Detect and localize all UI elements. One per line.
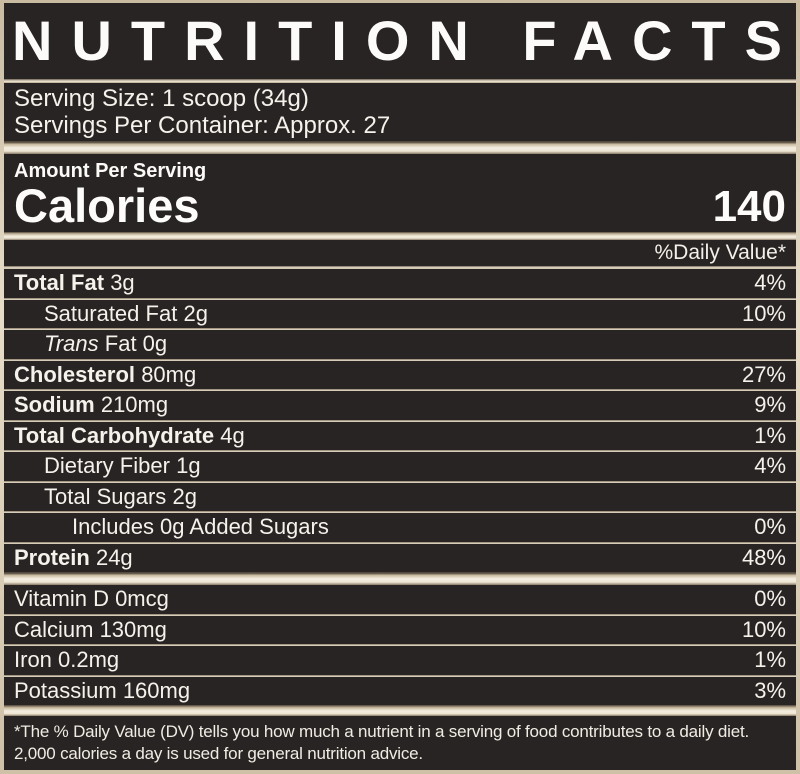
row-separator <box>4 613 796 616</box>
row-separator <box>4 644 796 646</box>
nutrients-table: Total Fat 3g 4% Saturated Fat 2g 10% Tra… <box>4 269 796 572</box>
divider <box>4 572 796 585</box>
row-separator <box>4 328 796 330</box>
nutrient-row-added-sugars: Includes 0g Added Sugars 0% <box>4 513 796 542</box>
nutrient-daily-value: 4% <box>754 453 786 479</box>
nutrient-amount: 3g <box>110 270 135 296</box>
nutrient-daily-value: 27% <box>741 361 786 387</box>
nutrient-row-total-sugars: Total Sugars 2g <box>4 482 796 511</box>
nutrient-name: Dietary Fiber <box>44 453 170 479</box>
nutrient-row-dietary-fiber: Dietary Fiber 1g 4% <box>4 452 796 481</box>
nutrient-amount: 2g <box>172 483 197 509</box>
nutrient-row-sodium: Sodium 210mg 9% <box>4 391 796 420</box>
nutrient-name: Sodium <box>14 392 95 418</box>
nutrient-row-trans-fat: Trans Fat 0g <box>4 330 796 359</box>
nutrient-amount: 1g <box>176 453 201 479</box>
nutrient-row-saturated-fat: Saturated Fat 2g 10% <box>4 299 796 328</box>
divider <box>4 141 796 154</box>
nutrient-row-cholesterol: Cholesterol 80mg 27% <box>4 360 796 389</box>
calories-section: Amount Per Serving Calories 140 <box>4 154 796 232</box>
calories-label: Calories <box>14 179 200 232</box>
divider <box>4 705 796 716</box>
serving-size-line: Serving Size: 1 scoop (34g) <box>14 85 309 112</box>
nutrient-amount: 210mg <box>100 392 169 418</box>
nutrient-name: Total Carbohydrate <box>14 422 215 448</box>
row-separator <box>4 419 796 422</box>
nutrient-daily-value: 0% <box>754 514 786 540</box>
nutrition-facts-title: NUTRITION FACTS <box>12 9 796 72</box>
nutrient-amount: 2g <box>183 300 208 326</box>
calories-value: 140 <box>712 182 786 231</box>
nutrient-amount: 4g <box>220 422 245 448</box>
vitamin-daily-value: 10% <box>741 616 786 642</box>
nutrient-daily-value: 1% <box>754 422 786 448</box>
row-separator <box>4 480 796 483</box>
row-separator <box>4 389 796 391</box>
vitamin-name: Calcium 130mg <box>14 616 167 642</box>
nutrient-amount: 80mg <box>141 361 197 387</box>
amount-per-serving-label: Amount Per Serving <box>14 160 207 182</box>
vitamin-daily-value: 1% <box>754 647 786 673</box>
nutrient-row-total-carbohydrate: Total Carbohydrate 4g 1% <box>4 421 796 450</box>
nutrient-amount: 24g <box>95 544 133 570</box>
row-separator <box>4 358 796 361</box>
vitamin-row-potassium: Potassium 160mg 3% <box>4 676 796 705</box>
servings-per-container-line: Servings Per Container: Approx. 27 <box>14 112 391 139</box>
nutrient-name: Saturated Fat <box>44 300 178 326</box>
vitamin-row-iron: Iron 0.2mg 1% <box>4 646 796 675</box>
daily-value-header-row: %Daily Value* <box>4 240 796 266</box>
daily-value-footnote: *The % Daily Value (DV) tells you how mu… <box>4 716 796 770</box>
nutrient-daily-value: 10% <box>741 300 786 326</box>
divider <box>4 266 796 269</box>
nutrient-name: Trans <box>44 331 99 357</box>
vitamin-name: Iron 0.2mg <box>14 647 120 673</box>
row-separator <box>4 674 796 677</box>
vitamin-name: Vitamin D 0mcg <box>14 586 169 612</box>
nutrient-row-protein: Protein 24g 48% <box>4 543 796 572</box>
nutrient-name: Total Fat <box>14 270 105 296</box>
label-header: NUTRITION FACTS <box>4 3 796 79</box>
nutrient-name: Cholesterol <box>14 361 136 387</box>
nutrient-name: Includes 0g Added Sugars <box>72 514 329 540</box>
nutrient-row-total-fat: Total Fat 3g 4% <box>4 269 796 298</box>
row-separator <box>4 297 796 300</box>
vitamin-row-vitamin-d: Vitamin D 0mcg 0% <box>4 585 796 614</box>
vitamin-name: Potassium 160mg <box>14 677 191 703</box>
nutrient-name: Protein <box>14 544 90 570</box>
row-separator <box>4 541 796 544</box>
divider <box>4 232 796 240</box>
nutrient-name: Total Sugars <box>44 483 167 509</box>
nutrient-amount: Fat 0g <box>104 331 168 357</box>
vitamin-daily-value: 0% <box>754 586 786 612</box>
nutrient-daily-value: 9% <box>754 392 786 418</box>
divider <box>4 79 796 83</box>
serving-info-section: Serving Size: 1 scoop (34g) Servings Per… <box>4 83 796 141</box>
daily-value-header: %Daily Value* <box>654 241 786 264</box>
nutrient-daily-value: 48% <box>741 544 786 570</box>
vitamin-row-calcium: Calcium 130mg 10% <box>4 615 796 644</box>
nutrient-daily-value: 4% <box>754 270 786 296</box>
row-separator <box>4 450 796 452</box>
vitamin-daily-value: 3% <box>754 677 786 703</box>
vitamins-table: Vitamin D 0mcg 0% Calcium 130mg 10% Iron… <box>4 585 796 705</box>
row-separator <box>4 511 796 513</box>
